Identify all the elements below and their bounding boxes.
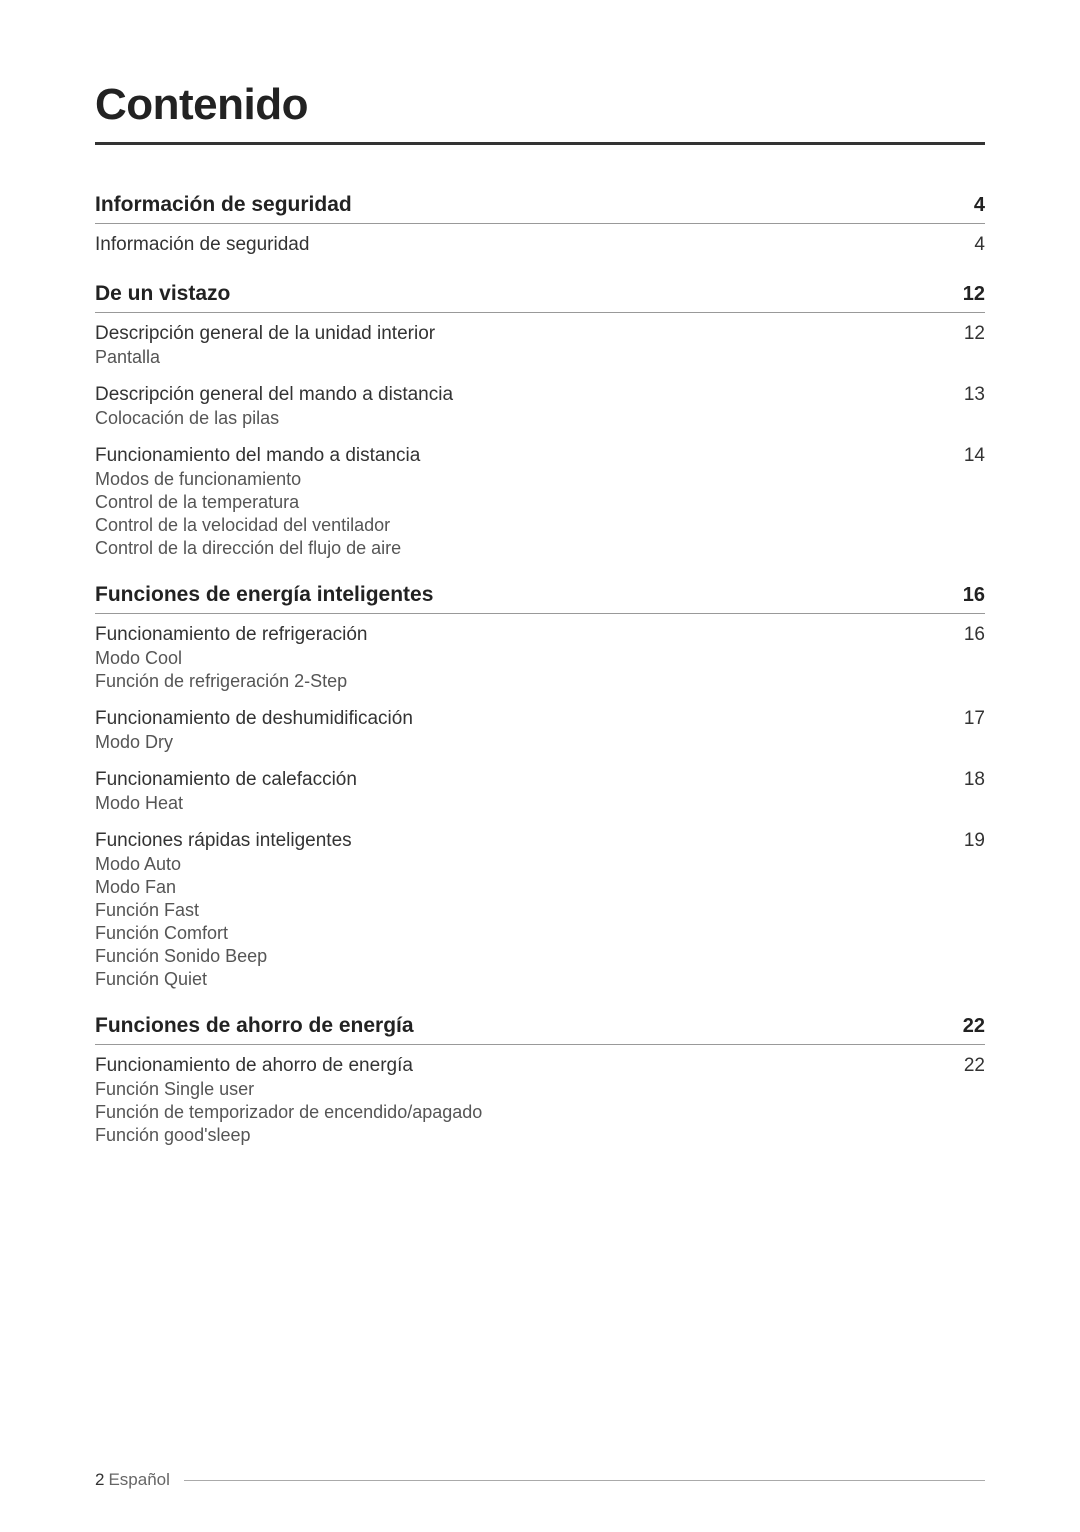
toc-item: Funcionamiento del mando a distancia 14 bbox=[95, 445, 985, 469]
toc-item-page: 22 bbox=[964, 1055, 985, 1077]
toc-subitem: Modo Auto bbox=[95, 854, 985, 875]
toc-item: Funciones rápidas inteligentes 19 bbox=[95, 830, 985, 854]
toc-item: Funcionamiento de calefacción 18 bbox=[95, 769, 985, 793]
toc-item-group: Funcionamiento del mando a distancia 14Mo… bbox=[95, 445, 985, 559]
page-footer: 2 Español bbox=[95, 1470, 985, 1490]
footer-language: Español bbox=[108, 1470, 169, 1490]
toc-item-group: Funcionamiento de refrigeración 16Modo Co… bbox=[95, 624, 985, 692]
toc-item-title: Descripción general del mando a distanci… bbox=[95, 384, 453, 406]
toc-section-page: 16 bbox=[963, 584, 985, 607]
toc-subitem: Modos de funcionamiento bbox=[95, 469, 985, 490]
toc-subitem: Colocación de las pilas bbox=[95, 408, 985, 429]
toc-item-group: Funciones rápidas inteligentes 19Modo Aut… bbox=[95, 830, 985, 990]
toc-subitem: Función Fast bbox=[95, 900, 985, 921]
toc-subitem: Modo Fan bbox=[95, 877, 985, 898]
toc-subitem: Función Single user bbox=[95, 1079, 985, 1100]
toc-subitem: Función de temporizador de encendido/apa… bbox=[95, 1102, 985, 1123]
toc-item: Funcionamiento de deshumidificación 17 bbox=[95, 708, 985, 732]
toc-item-group: Descripción general del mando a distanci… bbox=[95, 384, 985, 429]
toc-item: Funcionamiento de ahorro de energía 22 bbox=[95, 1055, 985, 1079]
toc-item-title: Funcionamiento de ahorro de energía bbox=[95, 1055, 413, 1077]
toc-item-page: 18 bbox=[964, 769, 985, 791]
toc-section-title: De un vistazo bbox=[95, 282, 230, 306]
toc-item-group: Descripción general de la unidad interio… bbox=[95, 323, 985, 368]
toc-item-title: Información de seguridad bbox=[95, 234, 309, 256]
toc-item-group: Información de seguridad 4 bbox=[95, 234, 985, 258]
toc-item-page: 14 bbox=[964, 445, 985, 467]
toc-item-page: 12 bbox=[964, 323, 985, 345]
toc-item-page: 13 bbox=[964, 384, 985, 406]
document-title: Contenido bbox=[95, 80, 985, 145]
toc-item-title: Funcionamiento de calefacción bbox=[95, 769, 357, 791]
toc-item-page: 17 bbox=[964, 708, 985, 730]
table-of-contents: Información de seguridad4Información de … bbox=[95, 193, 985, 1146]
toc-section-page: 12 bbox=[963, 283, 985, 306]
toc-section: Funciones de ahorro de energía 22 bbox=[95, 1014, 985, 1045]
toc-item-title: Funciones rápidas inteligentes bbox=[95, 830, 352, 852]
toc-item: Información de seguridad 4 bbox=[95, 234, 985, 258]
toc-item-page: 16 bbox=[964, 624, 985, 646]
toc-subitem: Control de la dirección del flujo de air… bbox=[95, 538, 985, 559]
toc-section-page: 4 bbox=[974, 194, 985, 217]
toc-item-title: Descripción general de la unidad interio… bbox=[95, 323, 435, 345]
toc-item: Funcionamiento de refrigeración 16 bbox=[95, 624, 985, 648]
toc-section: De un vistazo 12 bbox=[95, 282, 985, 313]
toc-item: Descripción general del mando a distanci… bbox=[95, 384, 985, 408]
toc-subitem: Modo Cool bbox=[95, 648, 985, 669]
toc-item-group: Funcionamiento de deshumidificación 17Mod… bbox=[95, 708, 985, 753]
toc-section-title: Funciones de ahorro de energía bbox=[95, 1014, 414, 1038]
toc-subitem: Pantalla bbox=[95, 347, 985, 368]
toc-section-title: Información de seguridad bbox=[95, 193, 352, 217]
toc-section: Funciones de energía inteligentes 16 bbox=[95, 583, 985, 614]
toc-item-title: Funcionamiento de refrigeración bbox=[95, 624, 368, 646]
toc-item-group: Funcionamiento de ahorro de energía22Fun… bbox=[95, 1055, 985, 1146]
footer-rule bbox=[184, 1480, 985, 1481]
toc-section: Información de seguridad 4 bbox=[95, 193, 985, 224]
toc-subitem: Control de la velocidad del ventilador bbox=[95, 515, 985, 536]
toc-subitem: Función Sonido Beep bbox=[95, 946, 985, 967]
footer-page-number: 2 bbox=[95, 1470, 104, 1490]
toc-item-page: 19 bbox=[964, 830, 985, 852]
toc-subitem: Modo Dry bbox=[95, 732, 985, 753]
toc-item-title: Funcionamiento de deshumidificación bbox=[95, 708, 413, 730]
toc-item: Descripción general de la unidad interio… bbox=[95, 323, 985, 347]
toc-subitem: Modo Heat bbox=[95, 793, 985, 814]
toc-subitem: Función de refrigeración 2-Step bbox=[95, 671, 985, 692]
toc-item-title: Funcionamiento del mando a distancia bbox=[95, 445, 420, 467]
toc-section-title: Funciones de energía inteligentes bbox=[95, 583, 433, 607]
toc-subitem: Función good'sleep bbox=[95, 1125, 985, 1146]
toc-subitem: Función Comfort bbox=[95, 923, 985, 944]
toc-item-page: 4 bbox=[974, 234, 985, 256]
toc-item-group: Funcionamiento de calefacción 18Modo Heat bbox=[95, 769, 985, 814]
toc-subitem: Control de la temperatura bbox=[95, 492, 985, 513]
toc-section-page: 22 bbox=[963, 1015, 985, 1038]
toc-subitem: Función Quiet bbox=[95, 969, 985, 990]
